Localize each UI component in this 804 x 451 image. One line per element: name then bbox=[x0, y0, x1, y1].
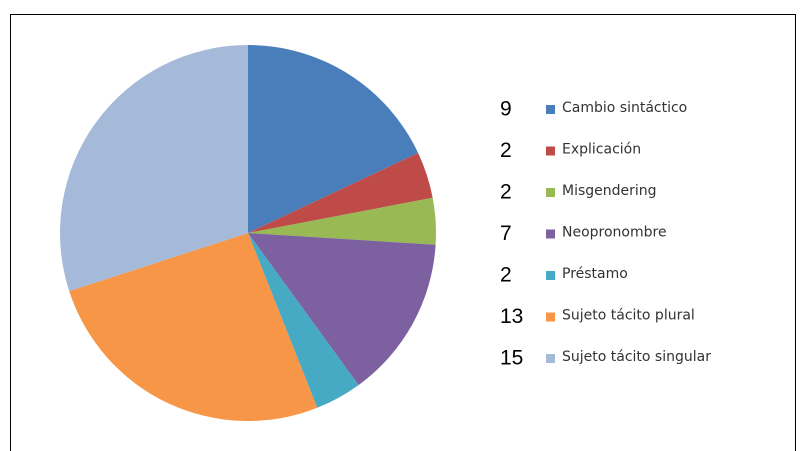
legend-value: 13 bbox=[500, 305, 523, 328]
pie-slice bbox=[59, 45, 248, 292]
legend-swatch bbox=[546, 146, 555, 156]
legend-label: Sujeto tácito plural bbox=[562, 308, 695, 324]
pie-slice bbox=[69, 233, 318, 421]
pie-slice bbox=[248, 233, 359, 408]
legend-swatch bbox=[546, 105, 555, 114]
legend-label: Cambio sintáctico bbox=[562, 100, 687, 116]
legend-value: 2 bbox=[500, 264, 512, 287]
legend-value: 9 bbox=[500, 98, 512, 121]
legend-swatch bbox=[546, 188, 555, 197]
legend-label: Neopronombre bbox=[562, 225, 667, 241]
legend-swatch bbox=[546, 354, 555, 363]
legend-value: 7 bbox=[500, 222, 512, 245]
legend-label: Misgendering bbox=[562, 183, 657, 199]
pie-slice bbox=[248, 152, 433, 233]
chart-border bbox=[10, 14, 796, 451]
legend-label: Explicación bbox=[562, 142, 641, 158]
legend-value: 2 bbox=[500, 181, 512, 204]
pie-slice bbox=[248, 45, 419, 233]
pie-slice bbox=[248, 197, 436, 245]
legend-label: Sujeto tácito singular bbox=[562, 349, 711, 365]
legend-value: 15 bbox=[500, 347, 523, 370]
legend-swatch bbox=[546, 271, 555, 280]
legend-label: Préstamo bbox=[562, 266, 628, 282]
legend-swatch bbox=[546, 229, 555, 239]
legend-value: 2 bbox=[500, 139, 512, 162]
legend-swatch bbox=[546, 312, 555, 322]
pie-slice bbox=[248, 233, 436, 386]
